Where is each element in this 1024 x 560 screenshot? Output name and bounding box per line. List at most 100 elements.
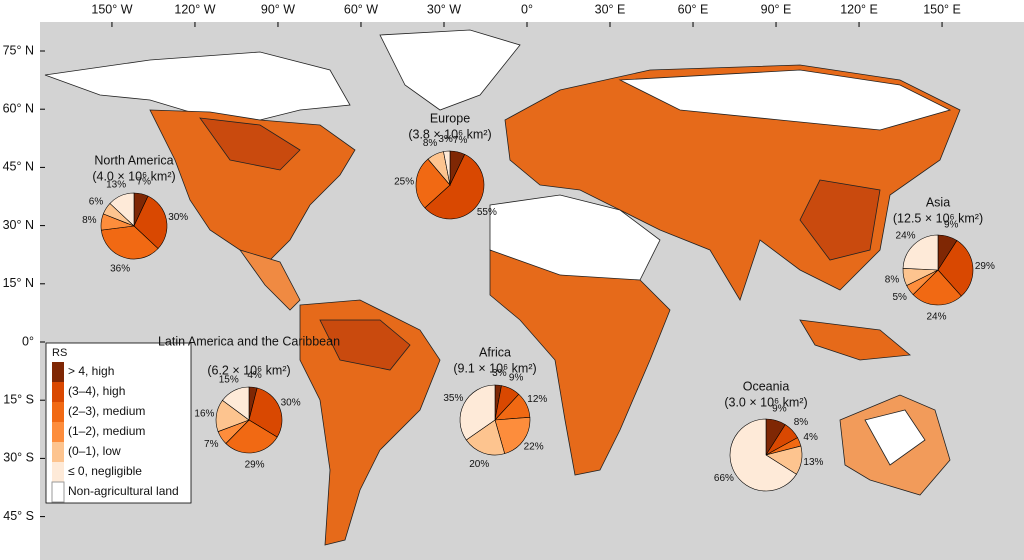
pie-label: 5% xyxy=(892,292,907,303)
lat-tick-label: 30° S xyxy=(3,451,34,465)
pie-label: 24% xyxy=(896,231,916,242)
legend-label: ≤ 0, negligible xyxy=(68,464,142,478)
pie-slice xyxy=(225,419,278,454)
region-name: Europe xyxy=(430,111,470,125)
legend-label: > 4, high xyxy=(68,364,114,378)
pie-label: 7% xyxy=(204,439,219,450)
lat-tick-label: 60° N xyxy=(3,101,34,115)
legend-title: RS xyxy=(52,347,67,359)
pie-label: 7% xyxy=(453,135,468,146)
pie-slice xyxy=(222,386,250,421)
pie-slice xyxy=(459,384,496,441)
legend-label: (1–2), medium xyxy=(68,424,145,438)
region-pie: Europe (3.8 × 10⁶ km²)7% 55% 25% 8% 3% xyxy=(394,111,497,220)
legend: RS > 4, high (3–4), high (2–3), medium (1–2… xyxy=(45,342,192,504)
pie-label: 8% xyxy=(423,138,438,149)
pie-slice xyxy=(937,240,974,297)
lon-tick-label: 90° W xyxy=(261,2,295,16)
pie-label: 13% xyxy=(803,457,823,468)
pie-slice xyxy=(100,225,159,260)
region-pie: Latin America and the Caribbean (6.2 × 10… xyxy=(158,334,340,470)
pie-label: 16% xyxy=(194,408,214,419)
region-pie: North America (4.0 × 10⁶ km²)7% 30% 36% 8% 6%… xyxy=(82,153,188,274)
pie-label: 8% xyxy=(82,215,97,226)
pie-label: 12% xyxy=(527,394,547,405)
lon-tick-label: 120° E xyxy=(840,2,878,16)
lon-tick-label: 150° E xyxy=(923,2,961,16)
lon-tick-label: 150° W xyxy=(91,2,132,16)
pie-slice xyxy=(729,418,797,492)
lon-tick-label: 120° W xyxy=(174,2,215,16)
pie-label: 20% xyxy=(469,459,489,470)
lat-tick-label: 0° xyxy=(22,334,34,348)
region-name: Asia xyxy=(926,195,950,209)
pie-slice xyxy=(424,153,485,220)
region-area: (12.5 × 10⁶ km²) xyxy=(893,211,983,225)
pie-label: 9% xyxy=(509,373,524,384)
lon-tick-label: 0° xyxy=(521,2,533,16)
region-name: Latin America and the Caribbean xyxy=(158,334,340,348)
lon-tick-label: 90° E xyxy=(761,2,792,16)
legend-swatch xyxy=(52,462,64,482)
pie-slice xyxy=(443,150,451,186)
region-pie: Oceania (3.0 × 10⁶ km²)9% 8% 4% 13% 66% xyxy=(714,379,824,492)
pie-label: 6% xyxy=(89,197,104,208)
region-area: (3.0 × 10⁶ km²) xyxy=(724,395,807,409)
region-name: Africa xyxy=(479,345,511,359)
pie-label: 15% xyxy=(219,374,239,385)
region-name: North America xyxy=(94,153,173,167)
legend-swatch xyxy=(51,481,65,503)
pie-slice xyxy=(465,419,506,456)
pie-label: 29% xyxy=(975,261,995,272)
pie-label: 30% xyxy=(168,212,188,223)
pie-label: 29% xyxy=(245,459,265,470)
pie-label: 66% xyxy=(714,473,734,484)
pie-slice xyxy=(109,192,135,227)
land xyxy=(44,29,961,546)
lat-tick-label: 45° N xyxy=(3,160,34,174)
lon-tick-label: 30° W xyxy=(427,2,461,16)
legend-swatch xyxy=(52,442,64,462)
lon-tick-label: 30° E xyxy=(595,2,626,16)
pie-label: 9% xyxy=(772,404,787,415)
region-area: (3.8 × 10⁶ km²) xyxy=(408,127,491,141)
pie-label: 4% xyxy=(803,432,818,443)
lat-tick-label: 75° N xyxy=(3,43,34,57)
pie-slice xyxy=(494,416,531,455)
lat-tick-label: 45° S xyxy=(3,509,34,523)
region-area: (9.1 × 10⁶ km²) xyxy=(453,361,536,375)
pie-label: 24% xyxy=(927,312,947,323)
pie-slice xyxy=(902,234,939,271)
pie-label: 4% xyxy=(247,370,262,381)
lon-tick-label: 60° W xyxy=(344,2,378,16)
pie-slice xyxy=(133,195,168,250)
pie-label: 36% xyxy=(110,263,130,274)
pie-label: 13% xyxy=(106,179,126,190)
axes: 150° W 120° W 90° W 60° W 30° W 0° 30° E 60° E 9… xyxy=(3,2,961,523)
pie-label: 9% xyxy=(944,220,959,231)
region-pie: Asia (12.5 × 10⁶ km²)9% 29% 24% 5% 8% 24% xyxy=(885,195,995,322)
region-area: (6.2 × 10⁶ km²) xyxy=(207,363,290,377)
pie-label: 22% xyxy=(524,441,544,452)
region-pie: Africa (9.1 × 10⁶ km²)3% 9%12% 22% 20% 35% xyxy=(443,345,547,470)
lon-tick-label: 60° E xyxy=(678,2,709,16)
pie-label: 35% xyxy=(443,393,463,404)
legend-swatch xyxy=(52,382,64,402)
pie-label: 7% xyxy=(137,177,152,188)
legend-label: Non-agricultural land xyxy=(68,484,179,498)
legend-swatch xyxy=(52,362,64,382)
pie-label: 8% xyxy=(794,417,809,428)
legend-label: (2–3), medium xyxy=(68,404,145,418)
legend-swatch xyxy=(52,402,64,422)
pie-label: 25% xyxy=(394,177,414,188)
pie-label: 8% xyxy=(885,274,900,285)
legend-swatch xyxy=(52,422,64,442)
pie-label: 30% xyxy=(281,398,301,409)
legend-label: (0–1), low xyxy=(68,444,121,458)
region-area: (4.0 × 10⁶ km²) xyxy=(92,169,175,183)
pie-slice xyxy=(415,158,451,209)
legend-label: (3–4), high xyxy=(68,384,125,398)
region-name: Oceania xyxy=(743,379,790,393)
lat-tick-label: 15° N xyxy=(3,276,34,290)
